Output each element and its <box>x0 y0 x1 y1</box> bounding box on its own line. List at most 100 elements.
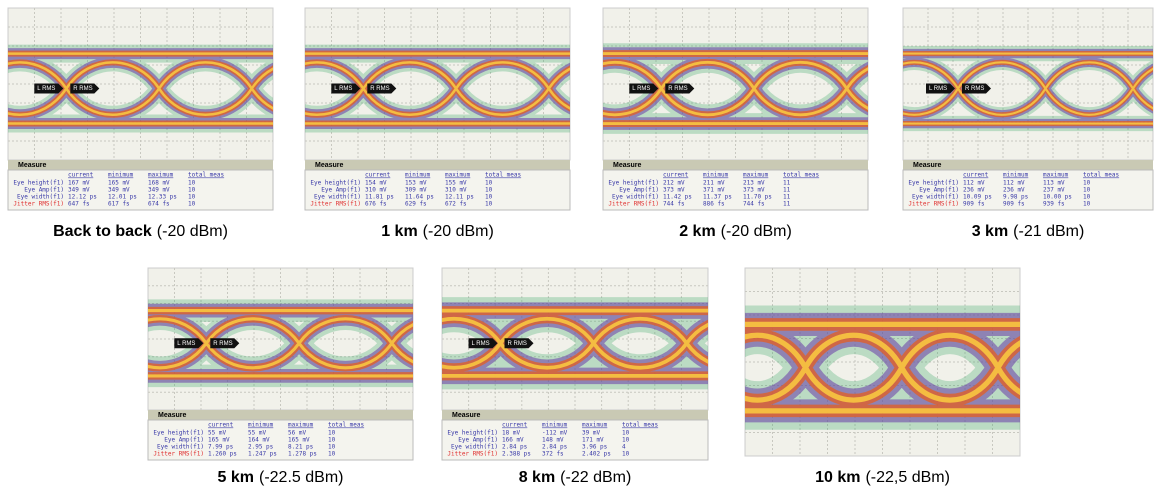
measure-cell: 18 mV <box>502 430 520 437</box>
measure-cell: 2.388 ps <box>502 451 531 458</box>
measure-header <box>442 410 708 420</box>
measure-row-label: Eye width(f1) <box>314 194 361 201</box>
measure-cell: 2.84 ps <box>542 444 568 451</box>
measure-cell: 10 <box>622 451 630 458</box>
measure-cell: 12.12 ps <box>68 194 97 201</box>
measure-header <box>305 160 570 170</box>
measure-cell: 236 mV <box>963 187 985 194</box>
measure-cell: 10 <box>188 187 196 194</box>
caption: 2 km (-20 dBm) <box>679 223 792 240</box>
measure-cell: 371 mV <box>703 187 725 194</box>
measure-cell: 1.260 ps <box>208 451 237 458</box>
measure-cell: 213 mV <box>743 180 765 187</box>
measure-col-header: current <box>663 172 689 179</box>
measure-cell: 4 <box>622 444 626 451</box>
measure-cell: 165 mV <box>288 437 310 444</box>
measure-row-label: Eye height(f1) <box>153 430 204 437</box>
measure-cell: 372 fs <box>542 451 564 458</box>
rms-label: L RMS <box>929 86 947 92</box>
measure-col-header: minimum <box>1003 172 1029 179</box>
caption-bold: 10 km <box>815 469 860 486</box>
eye-trace <box>8 52 273 125</box>
eye-diagram <box>148 268 413 410</box>
rms-marker <box>174 338 204 349</box>
measure-cell: 10 <box>328 444 336 451</box>
measure-cell: 676 fs <box>365 201 387 208</box>
measure-row-label: Eye Amp(f1) <box>24 187 64 194</box>
measure-header <box>903 160 1153 170</box>
measure-row-label: Jitter RMS(f1) <box>153 451 204 458</box>
measure-header <box>148 410 413 420</box>
measure-row-label: Jitter RMS(f1) <box>13 201 64 208</box>
rms-label: R RMS <box>73 86 92 92</box>
measure-cell: 10 <box>485 194 493 201</box>
measure-cell: 112 mV <box>963 180 985 187</box>
measure-cell: 349 mV <box>148 187 170 194</box>
measure-row-label: Eye width(f1) <box>17 194 64 201</box>
measure-col-header: maximum <box>1043 172 1069 179</box>
measure-row-label: Eye width(f1) <box>912 194 959 201</box>
measure-row-label: Jitter RMS(f1) <box>908 201 959 208</box>
measure-cell: 237 mV <box>1043 187 1065 194</box>
caption-bold: 5 km <box>218 469 254 486</box>
measure-body <box>441 419 709 461</box>
measure-cell: 112 mV <box>1003 180 1025 187</box>
eye-diagram <box>745 268 1020 456</box>
measure-col-header: current <box>963 172 989 179</box>
eye-trace <box>148 309 413 378</box>
measure-cell: 168 mV <box>148 180 170 187</box>
measure-col-header: total meas <box>1083 172 1120 179</box>
rms-marker <box>629 83 659 94</box>
eye-panel: L RMS R RMS Measure current minimum maximum to… <box>602 7 869 211</box>
caption-power: (-22 dBm) <box>560 469 631 486</box>
measure-row-label: Eye height(f1) <box>608 180 659 187</box>
measure-body <box>7 169 274 211</box>
measure-cell: 647 fs <box>68 201 90 208</box>
caption-bold: 1 km <box>381 223 417 240</box>
measure-cell: 10 <box>1083 180 1091 187</box>
measure-row-label: Eye width(f1) <box>157 444 204 451</box>
measure-cell: -112 mV <box>542 430 568 437</box>
measure-row-label: Eye Amp(f1) <box>619 187 659 194</box>
measure-cell: 12.33 ps <box>148 194 177 201</box>
measure-cell: 11 <box>783 194 791 201</box>
caption-power: (-21 dBm) <box>1013 223 1084 240</box>
rms-label: L RMS <box>37 86 55 92</box>
measure-cell: 11.70 ps <box>743 194 772 201</box>
measure-cell: 10 <box>485 180 493 187</box>
measure-cell: 629 fs <box>405 201 427 208</box>
measure-cell: 939 fs <box>1043 201 1065 208</box>
measure-row-label: Eye height(f1) <box>908 180 959 187</box>
measure-cell: 1.278 ps <box>288 451 317 458</box>
measure-header <box>603 160 868 170</box>
measure-body <box>147 419 414 461</box>
rms-label: R RMS <box>965 86 984 92</box>
measure-col-header: minimum <box>108 172 134 179</box>
rms-marker <box>926 83 955 94</box>
measure-col-header: current <box>502 422 528 429</box>
measure-cell: 10 <box>188 194 196 201</box>
rms-label: R RMS <box>213 341 232 347</box>
eye-trace <box>745 321 1020 414</box>
measure-title: Measure <box>158 412 187 419</box>
measure-cell: 10 <box>328 430 336 437</box>
rms-marker <box>331 83 361 94</box>
measure-cell: 9.98 ps <box>1003 194 1029 201</box>
measure-col-header: minimum <box>703 172 729 179</box>
measure-col-header: maximum <box>445 172 471 179</box>
measure-cell: 1.247 ps <box>248 451 277 458</box>
measure-cell: 55 mV <box>248 430 266 437</box>
measure-cell: 12.01 ps <box>108 194 137 201</box>
measure-col-header: minimum <box>405 172 431 179</box>
measure-cell: 10 <box>1083 194 1091 201</box>
rms-marker <box>34 83 64 94</box>
measure-cell: 373 mV <box>663 187 685 194</box>
measure-row-label: Eye height(f1) <box>13 180 64 187</box>
eye-diagram <box>305 8 570 160</box>
measure-cell: 113 mV <box>1043 180 1065 187</box>
measure-row-label: Jitter RMS(f1) <box>310 201 361 208</box>
rms-marker <box>665 83 695 94</box>
measure-cell: 10 <box>485 187 493 194</box>
